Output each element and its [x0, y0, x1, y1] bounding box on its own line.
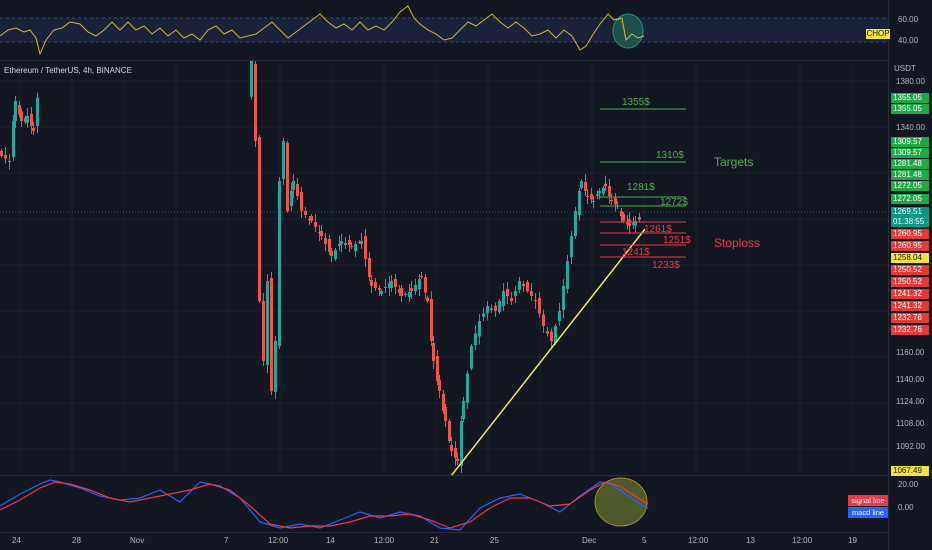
price-tag-1250a: 1250.52	[891, 265, 929, 275]
chop-name-tag: CHOP	[866, 29, 890, 39]
time-label-25: 25	[490, 536, 499, 545]
price-tag-1281b: 1281.48	[891, 170, 929, 180]
time-label-13: 13	[746, 536, 755, 545]
price-tag-1281a: 1281.48	[891, 159, 929, 169]
price-tag-1260a: 1260.95	[891, 229, 929, 239]
currency-label: USDT	[894, 64, 916, 73]
price-tag-1232a: 1232.76	[891, 313, 929, 323]
price-tag-1309a: 1309.57	[891, 137, 929, 147]
price-tag-1250b: 1250.52	[891, 277, 929, 287]
chop-tick-60: 60.00	[898, 15, 919, 24]
chop-indicator-svg	[0, 5, 888, 56]
time-label-nov: Nov	[130, 536, 145, 545]
bar-countdown-tag: 01:38:55	[891, 217, 929, 227]
chop-highlight-svg	[612, 13, 645, 49]
chop-tick-40: 40.00	[898, 36, 919, 45]
price-tick-1380: 1380.00	[896, 77, 925, 86]
target-1355-label: 1355$	[622, 97, 650, 108]
time-label-1200b: 12:00	[374, 536, 395, 545]
price-tag-1355a: 1355.05	[891, 93, 929, 103]
time-label-1200d: 12:00	[792, 536, 813, 545]
targets-label: Targets	[714, 155, 754, 169]
time-label-dec: Dec	[582, 536, 597, 545]
time-label-14: 14	[326, 536, 335, 545]
price-tick-1160: 1160.00	[896, 348, 925, 357]
trend-line	[450, 228, 646, 477]
time-label-5: 5	[642, 536, 647, 545]
time-label-7: 7	[224, 536, 229, 545]
price-tag-1241b: 1241.32	[891, 301, 929, 311]
stop-1261-label: 1261$	[644, 224, 672, 235]
price-tick-1092: 1092.00	[896, 442, 925, 451]
time-label-1200c: 12:00	[688, 536, 709, 545]
price-tick-1124: 1124.00	[896, 397, 925, 406]
price-tag-1309b: 1309.57	[891, 148, 929, 158]
price-tag-low: 1067.49	[891, 466, 929, 476]
stop-1233-label: 1233$	[652, 260, 680, 271]
main-price-pane[interactable]: Ethereum / TetherUS, 4h, BINANCE	[0, 57, 888, 477]
macd-pane[interactable]	[0, 476, 888, 533]
chop-indicator-pane[interactable]	[0, 0, 888, 61]
price-axis[interactable]	[888, 0, 932, 550]
time-label-21: 21	[430, 536, 439, 545]
price-tag-1241a: 1241.32	[891, 289, 929, 299]
stop-1251-label: 1251$	[663, 235, 691, 246]
target-1310-label: 1310$	[656, 150, 684, 161]
candlestick-chart	[0, 57, 888, 477]
price-tag-1232b: 1232.76	[891, 325, 929, 335]
stoploss-label: Stoploss	[714, 236, 761, 250]
price-tick-1140: 1140.00	[896, 375, 925, 384]
price-tick-1108: 1108.00	[896, 419, 925, 428]
target-1272-label: 1272$	[660, 197, 688, 208]
time-label-1200a: 12:00	[268, 536, 289, 545]
macd-tick-0: 0.00	[898, 503, 914, 512]
macd-line-legend: macd line	[848, 507, 888, 518]
price-tag-1272b: 1272.05	[891, 194, 929, 204]
price-tag-1258: 1258.04	[891, 253, 929, 263]
time-label-19: 19	[848, 536, 857, 545]
stop-1241-label: 1241$	[622, 247, 650, 258]
price-tag-1355b: 1355.05	[891, 104, 929, 114]
current-price-tag: 1269.51	[891, 207, 929, 217]
time-label-28: 28	[72, 536, 81, 545]
price-tag-1272a: 1272.05	[891, 181, 929, 191]
macd-tick-20: 20.00	[898, 480, 919, 489]
time-label-24: 24	[12, 536, 21, 545]
price-tick-1340: 1340.00	[896, 123, 925, 132]
macd-svg	[0, 477, 649, 531]
signal-line-legend: signal line	[848, 495, 888, 506]
chart-title: Ethereum / TetherUS, 4h, BINANCE	[4, 66, 132, 75]
price-tag-1260b: 1260.95	[891, 241, 929, 251]
target-1281-label: 1281$	[627, 182, 655, 193]
